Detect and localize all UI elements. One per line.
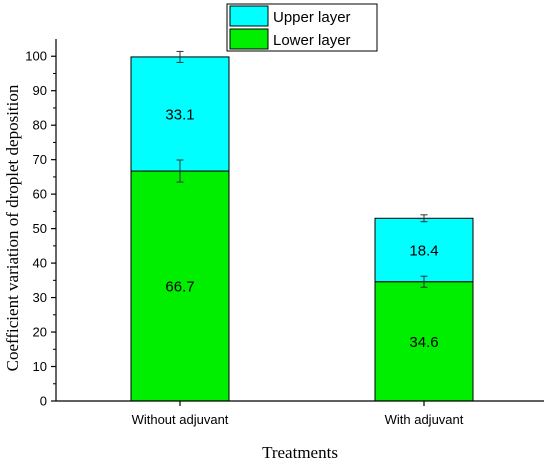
- y-axis-title: Coefficient variation of droplet deposit…: [3, 84, 22, 371]
- legend: Upper layer Lower layer: [226, 3, 378, 52]
- y-tick-label: 90: [33, 83, 47, 98]
- y-tick-label: 30: [33, 290, 47, 305]
- y-tick-label: 60: [33, 187, 47, 202]
- bar-segment: [374, 217, 474, 283]
- y-tick-label: 80: [33, 118, 47, 133]
- y-tick-label: 40: [33, 256, 47, 271]
- x-axis-title: Treatments: [262, 443, 338, 462]
- data-label: 66.7: [165, 279, 194, 296]
- data-labels: 66.7 33.1 34.6 18.4: [165, 106, 438, 350]
- data-label: 33.1: [165, 106, 194, 123]
- y-tick-label: 10: [33, 359, 47, 374]
- x-tick-label: With adjuvant: [385, 412, 464, 427]
- bar-segment: [130, 56, 230, 172]
- y-tick-label: 100: [25, 49, 47, 64]
- y-tick-label: 20: [33, 325, 47, 340]
- y-tick-label: 0: [40, 394, 47, 409]
- y-tick-label: 70: [33, 152, 47, 167]
- data-label: 34.6: [409, 334, 438, 351]
- bar-segment: [130, 170, 230, 402]
- error-bars: [176, 50, 428, 288]
- y-ticks: 0 10 20 30 40 50 60 70 80 90 100: [25, 49, 56, 409]
- legend-label: Upper layer: [273, 9, 351, 26]
- x-ticks: Without adjuvant With adjuvant: [132, 401, 464, 427]
- legend-swatch: [229, 5, 269, 27]
- legend-label: Lower layer: [273, 32, 351, 49]
- legend-swatch: [229, 28, 269, 50]
- y-tick-label: 50: [33, 221, 47, 236]
- x-tick-label: Without adjuvant: [132, 412, 229, 427]
- axes: [55, 39, 544, 402]
- data-label: 18.4: [409, 242, 438, 259]
